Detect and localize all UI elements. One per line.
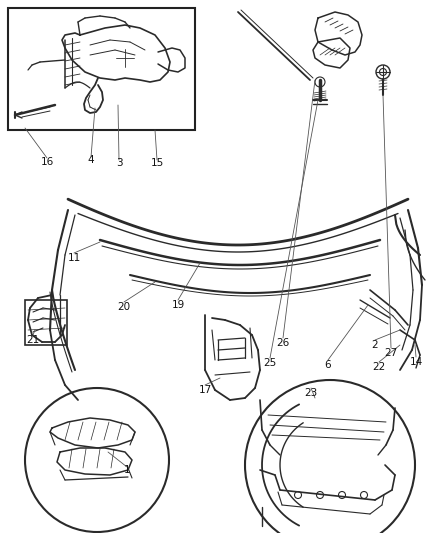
Text: 17: 17 [198, 385, 211, 395]
Text: 20: 20 [117, 302, 130, 312]
Text: 11: 11 [67, 253, 81, 263]
Text: 14: 14 [409, 357, 422, 367]
Text: 23: 23 [304, 388, 317, 398]
Text: 3: 3 [116, 158, 122, 168]
Text: 19: 19 [171, 300, 184, 310]
Text: 22: 22 [371, 362, 385, 372]
Text: 15: 15 [150, 158, 163, 168]
Text: 16: 16 [40, 157, 53, 167]
Bar [8, 8, 194, 130]
Bar [170, 55, 182, 65]
Text: 21: 21 [26, 335, 39, 345]
Text: 1: 1 [124, 465, 130, 475]
Bar [25, 300, 67, 345]
Text: 27: 27 [384, 348, 397, 358]
Text: 25: 25 [263, 358, 276, 368]
Text: 2: 2 [371, 340, 378, 350]
Text: 4: 4 [88, 155, 94, 165]
Text: 26: 26 [276, 338, 289, 348]
Text: 6: 6 [324, 360, 331, 370]
